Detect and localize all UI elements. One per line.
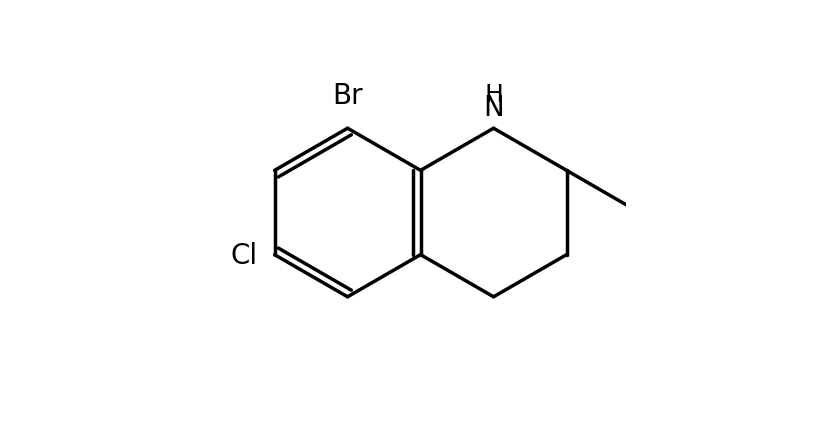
Text: Br: Br bbox=[332, 82, 363, 110]
Text: H: H bbox=[484, 83, 503, 107]
Text: Cl: Cl bbox=[231, 241, 257, 269]
Text: N: N bbox=[483, 93, 504, 121]
